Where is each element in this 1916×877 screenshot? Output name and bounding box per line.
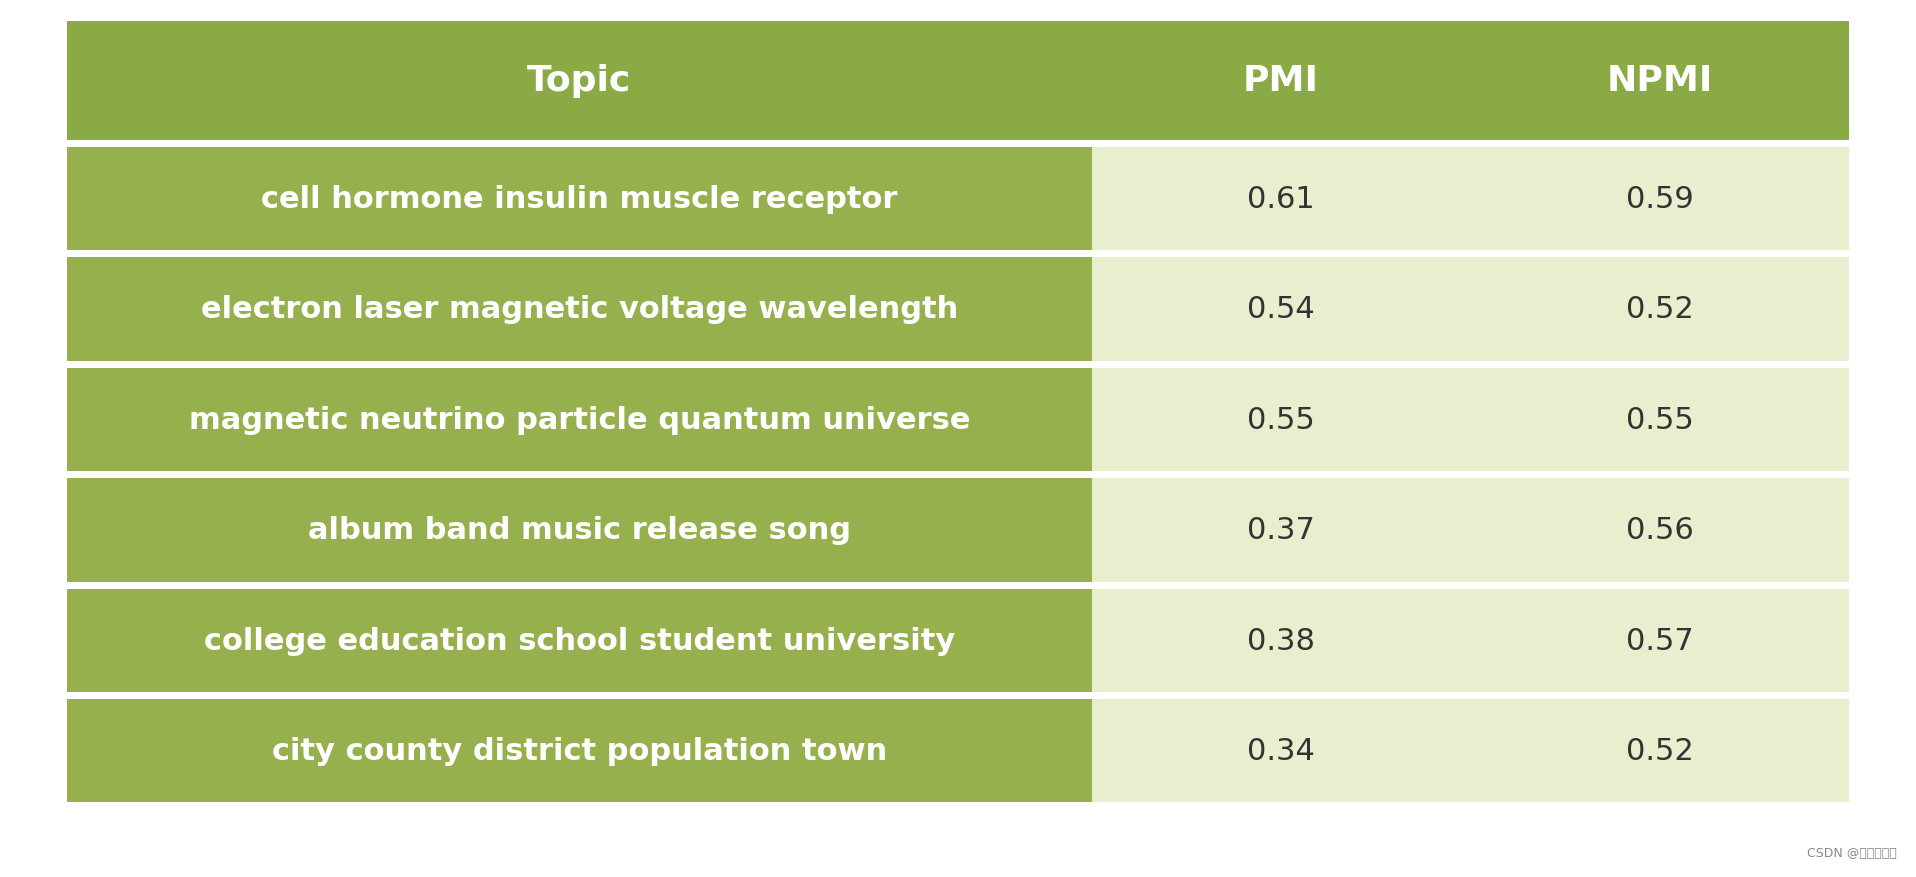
FancyBboxPatch shape [67, 258, 1092, 361]
FancyBboxPatch shape [1470, 699, 1849, 802]
FancyBboxPatch shape [1092, 479, 1470, 581]
FancyBboxPatch shape [1470, 368, 1849, 472]
Text: 0.54: 0.54 [1247, 296, 1314, 324]
FancyBboxPatch shape [1092, 368, 1470, 472]
Text: 0.52: 0.52 [1627, 737, 1694, 766]
Text: CSDN @小羊和小何: CSDN @小羊和小何 [1807, 846, 1897, 859]
Text: 0.55: 0.55 [1627, 405, 1694, 434]
Text: NPMI: NPMI [1606, 64, 1713, 98]
FancyBboxPatch shape [1092, 22, 1470, 140]
Text: 0.59: 0.59 [1627, 185, 1694, 214]
Text: 0.61: 0.61 [1247, 185, 1314, 214]
Text: city county district population town: city county district population town [272, 737, 887, 766]
FancyBboxPatch shape [1470, 588, 1849, 692]
FancyBboxPatch shape [67, 588, 1092, 692]
Text: 0.56: 0.56 [1627, 516, 1694, 545]
Text: magnetic neutrino particle quantum universe: magnetic neutrino particle quantum unive… [188, 405, 969, 434]
FancyBboxPatch shape [1470, 147, 1849, 251]
FancyBboxPatch shape [1092, 588, 1470, 692]
FancyBboxPatch shape [67, 22, 1092, 140]
FancyBboxPatch shape [67, 699, 1092, 802]
Text: 0.34: 0.34 [1247, 737, 1314, 766]
Text: 0.38: 0.38 [1247, 626, 1314, 655]
FancyBboxPatch shape [67, 368, 1092, 472]
FancyBboxPatch shape [1470, 479, 1849, 581]
FancyBboxPatch shape [1470, 258, 1849, 361]
Text: college education school student university: college education school student univers… [203, 626, 954, 655]
Text: electron laser magnetic voltage wavelength: electron laser magnetic voltage waveleng… [201, 296, 958, 324]
FancyBboxPatch shape [1092, 258, 1470, 361]
FancyBboxPatch shape [1470, 22, 1849, 140]
Text: 0.57: 0.57 [1627, 626, 1694, 655]
Text: cell hormone insulin muscle receptor: cell hormone insulin muscle receptor [261, 185, 897, 214]
Text: Topic: Topic [527, 64, 632, 98]
FancyBboxPatch shape [1092, 699, 1470, 802]
FancyBboxPatch shape [1092, 147, 1470, 251]
Text: 0.52: 0.52 [1627, 296, 1694, 324]
Text: PMI: PMI [1243, 64, 1318, 98]
Text: 0.37: 0.37 [1247, 516, 1314, 545]
Text: 0.55: 0.55 [1247, 405, 1314, 434]
Text: album band music release song: album band music release song [308, 516, 851, 545]
FancyBboxPatch shape [67, 479, 1092, 581]
FancyBboxPatch shape [67, 147, 1092, 251]
